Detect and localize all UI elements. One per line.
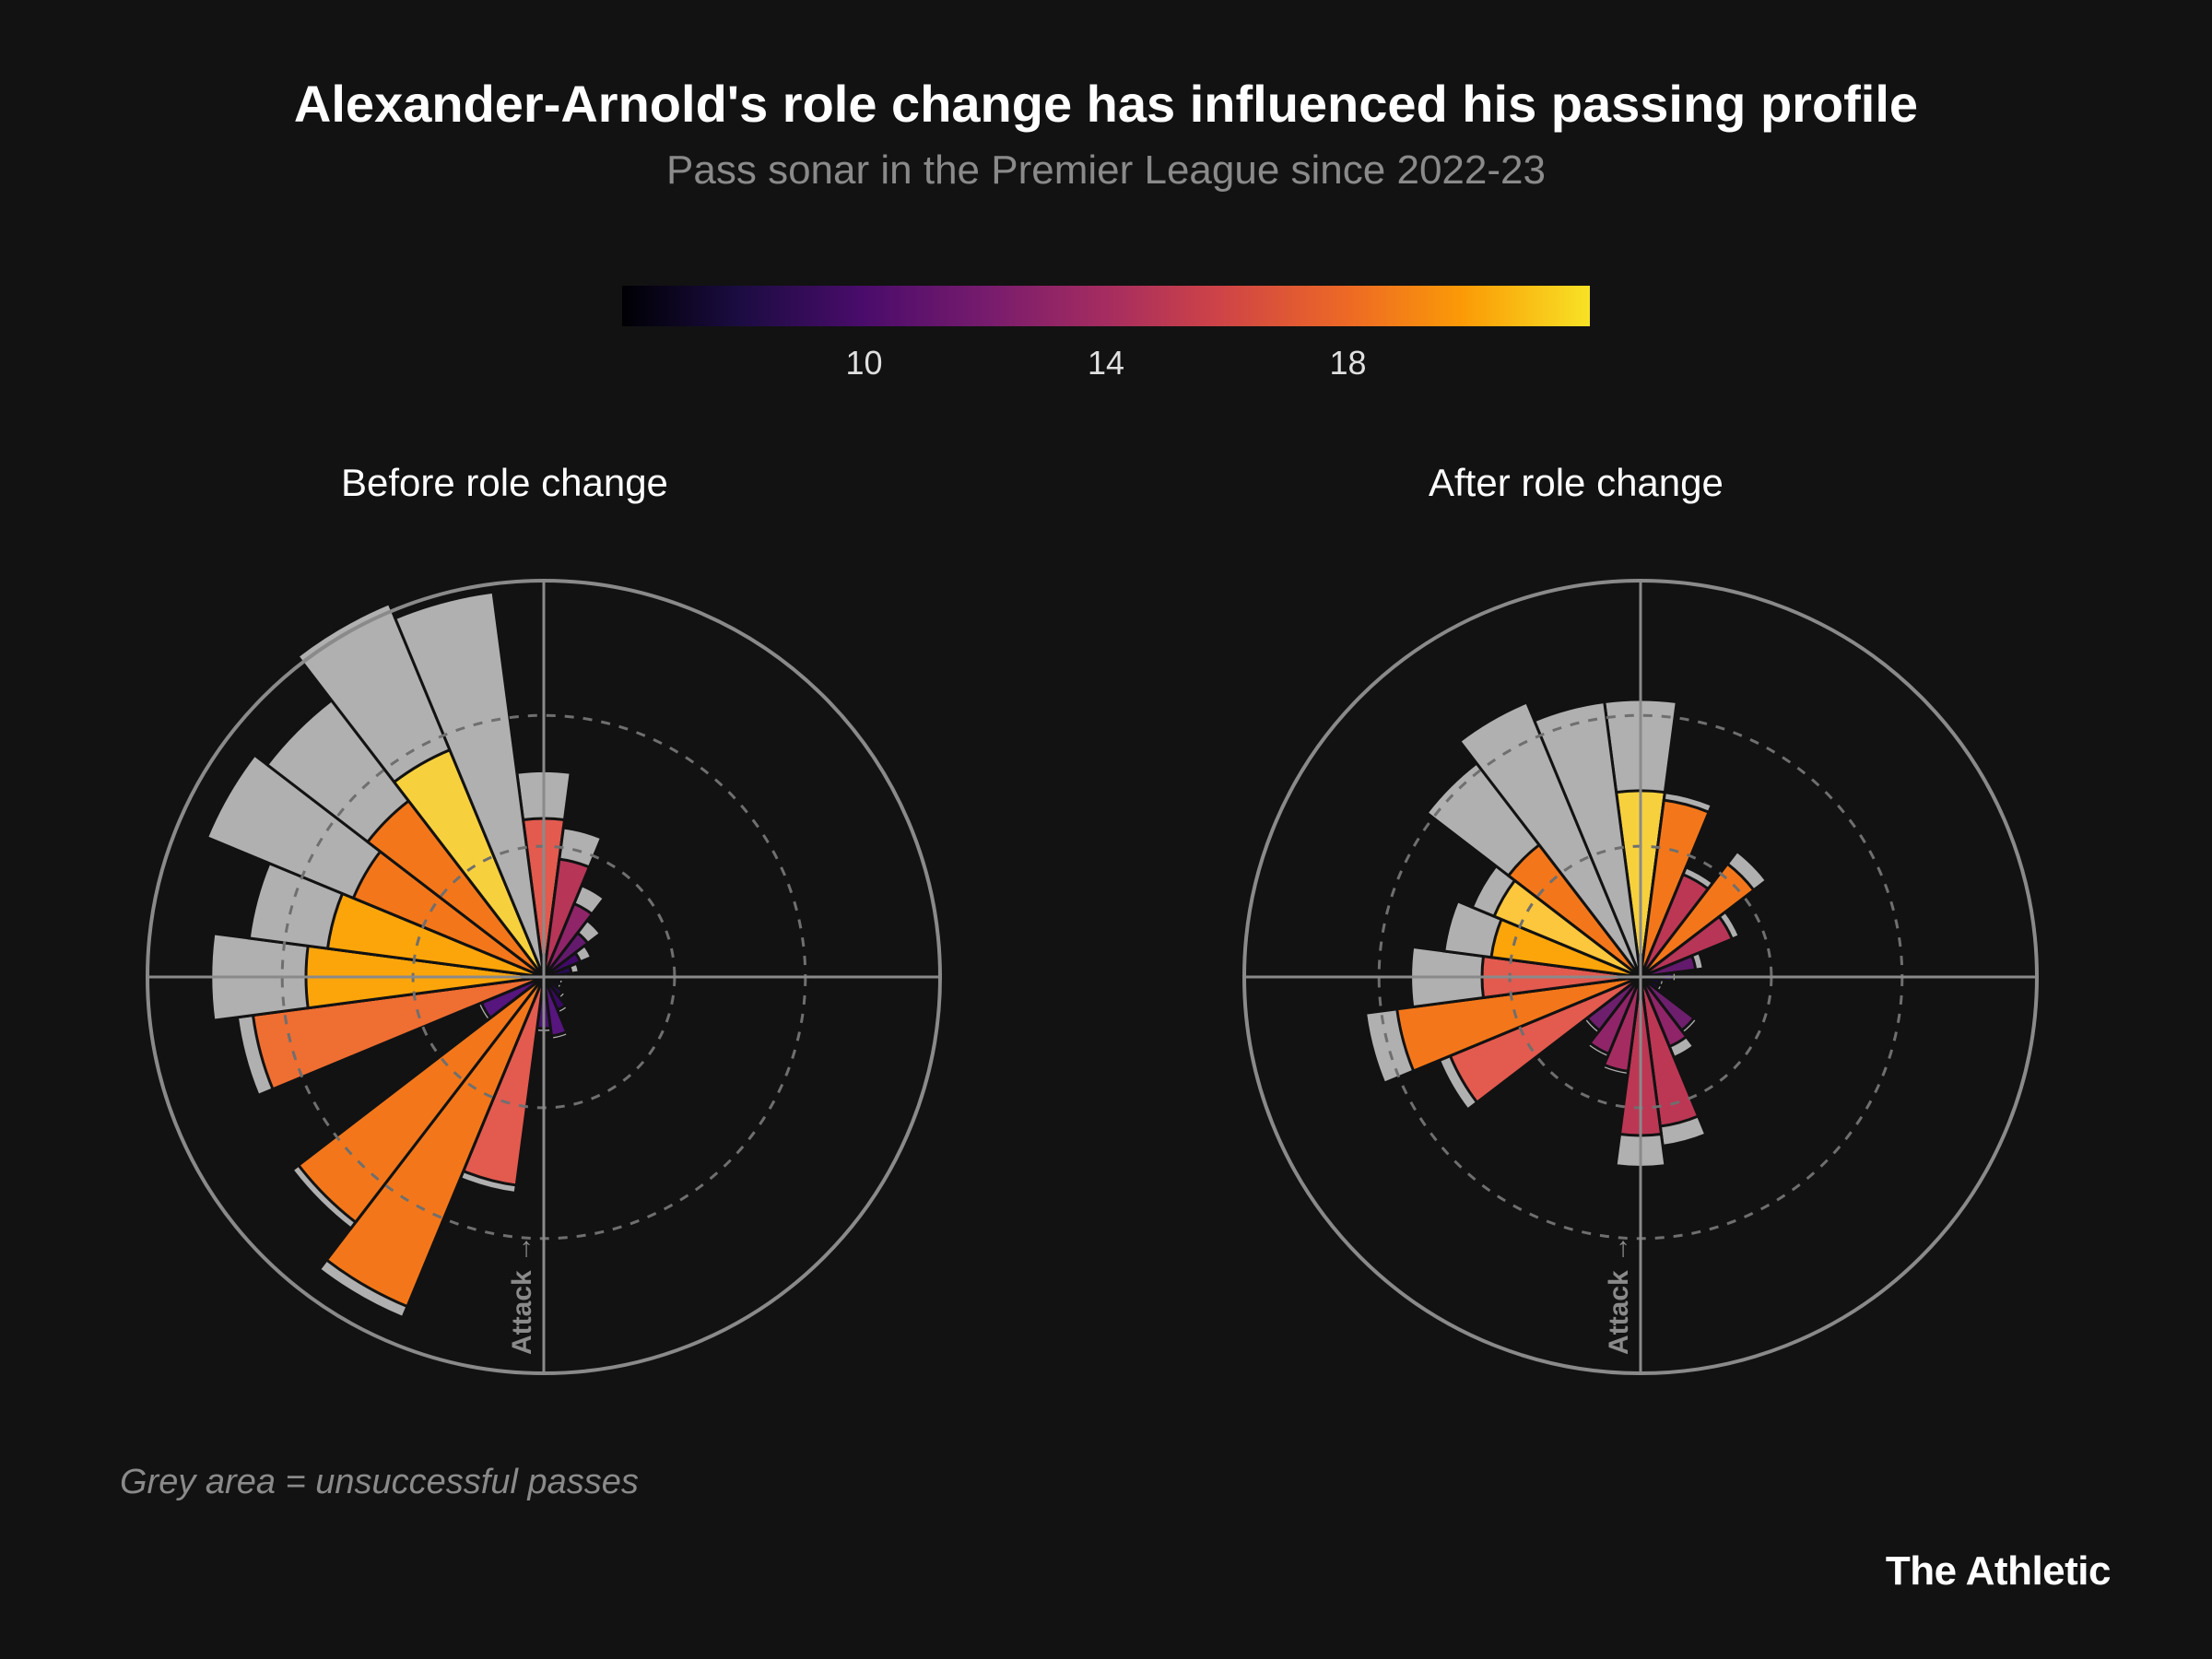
- pass-sonar-before: Attack →: [111, 544, 977, 1410]
- chart-title: Alexander-Arnold's role change has influ…: [0, 74, 2212, 134]
- colorbar-tick: 10: [845, 344, 882, 382]
- panel-title-after: After role change: [1429, 461, 1724, 505]
- attack-direction-label: Attack →: [507, 1235, 537, 1355]
- colorbar-ticks: 10 14 18: [622, 344, 1590, 381]
- attack-direction-label: Attack →: [1604, 1235, 1634, 1355]
- colorbar: 10 14 18: [622, 286, 1590, 381]
- chart-subtitle: Pass sonar in the Premier League since 2…: [0, 147, 2212, 194]
- pass-sonar-after: Attack →: [1207, 544, 2074, 1410]
- colorbar-tick: 18: [1329, 344, 1366, 382]
- panel-title-before: Before role change: [341, 461, 668, 505]
- colorbar-tick: 14: [1088, 344, 1124, 382]
- brand-logo: The Athletic: [1886, 1548, 2111, 1594]
- legend-note: Grey area = unsuccessful passes: [120, 1463, 639, 1502]
- colorbar-gradient: [622, 286, 1590, 326]
- chart-root: Alexander-Arnold's role change has influ…: [0, 0, 2212, 1659]
